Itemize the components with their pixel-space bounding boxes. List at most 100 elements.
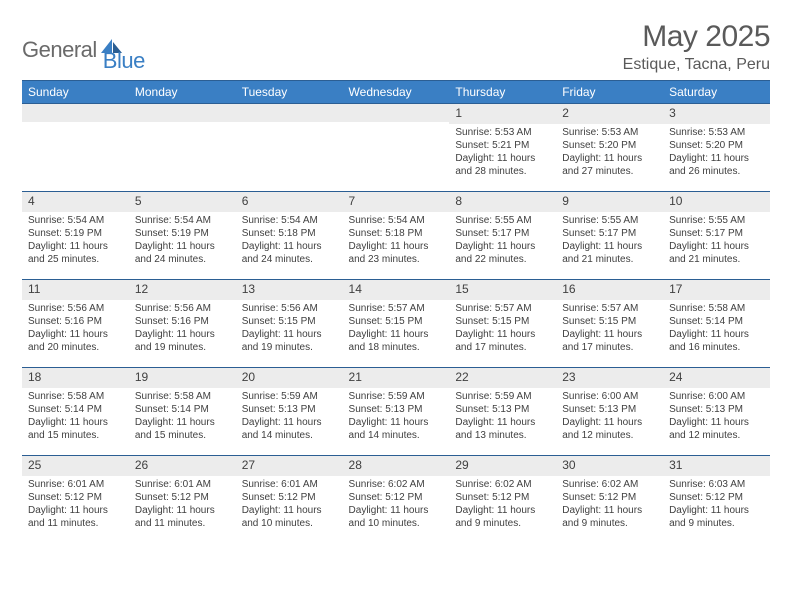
calendar-day-cell: 29Sunrise: 6:02 AMSunset: 5:12 PMDayligh… [449,456,556,544]
calendar-day-cell: 30Sunrise: 6:02 AMSunset: 5:12 PMDayligh… [556,456,663,544]
month-title: May 2025 [623,20,770,54]
page-header: General Blue May 2025 Estique, Tacna, Pe… [22,20,770,74]
day-number: 16 [556,280,663,300]
calendar-day-cell: 14Sunrise: 5:57 AMSunset: 5:15 PMDayligh… [343,280,450,368]
calendar-day-cell: 25Sunrise: 6:01 AMSunset: 5:12 PMDayligh… [22,456,129,544]
day-number: 22 [449,368,556,388]
brand-logo: General Blue [22,26,145,74]
day-number: 21 [343,368,450,388]
day-details: Sunrise: 5:53 AMSunset: 5:20 PMDaylight:… [663,124,770,182]
day-number: 23 [556,368,663,388]
day-details: Sunrise: 5:59 AMSunset: 5:13 PMDaylight:… [449,388,556,446]
day-number: 29 [449,456,556,476]
calendar-day-cell: 23Sunrise: 6:00 AMSunset: 5:13 PMDayligh… [556,368,663,456]
day-number: 10 [663,192,770,212]
day-details: Sunrise: 5:56 AMSunset: 5:15 PMDaylight:… [236,300,343,358]
day-details: Sunrise: 5:53 AMSunset: 5:21 PMDaylight:… [449,124,556,182]
empty-day-num [22,104,129,122]
calendar-day-cell: 17Sunrise: 5:58 AMSunset: 5:14 PMDayligh… [663,280,770,368]
weekday-header: Monday [129,81,236,104]
calendar-day-cell: 26Sunrise: 6:01 AMSunset: 5:12 PMDayligh… [129,456,236,544]
day-details: Sunrise: 6:01 AMSunset: 5:12 PMDaylight:… [22,476,129,534]
calendar-day-cell: 20Sunrise: 5:59 AMSunset: 5:13 PMDayligh… [236,368,343,456]
calendar-day-cell: 7Sunrise: 5:54 AMSunset: 5:18 PMDaylight… [343,192,450,280]
day-number: 13 [236,280,343,300]
calendar-day-cell: 27Sunrise: 6:01 AMSunset: 5:12 PMDayligh… [236,456,343,544]
weekday-row: SundayMondayTuesdayWednesdayThursdayFrid… [22,81,770,104]
calendar-week-row: 25Sunrise: 6:01 AMSunset: 5:12 PMDayligh… [22,456,770,544]
day-number: 20 [236,368,343,388]
weekday-header: Sunday [22,81,129,104]
day-number: 25 [22,456,129,476]
day-details: Sunrise: 6:03 AMSunset: 5:12 PMDaylight:… [663,476,770,534]
day-details: Sunrise: 5:55 AMSunset: 5:17 PMDaylight:… [556,212,663,270]
calendar-day-cell: 12Sunrise: 5:56 AMSunset: 5:16 PMDayligh… [129,280,236,368]
day-number: 18 [22,368,129,388]
day-number: 14 [343,280,450,300]
calendar-day-cell: 3Sunrise: 5:53 AMSunset: 5:20 PMDaylight… [663,104,770,192]
calendar-day-cell [22,104,129,192]
day-details: Sunrise: 5:56 AMSunset: 5:16 PMDaylight:… [22,300,129,358]
calendar-week-row: 1Sunrise: 5:53 AMSunset: 5:21 PMDaylight… [22,104,770,192]
calendar-day-cell: 8Sunrise: 5:55 AMSunset: 5:17 PMDaylight… [449,192,556,280]
calendar-day-cell: 21Sunrise: 5:59 AMSunset: 5:13 PMDayligh… [343,368,450,456]
day-number: 24 [663,368,770,388]
day-details: Sunrise: 5:57 AMSunset: 5:15 PMDaylight:… [556,300,663,358]
day-details: Sunrise: 5:58 AMSunset: 5:14 PMDaylight:… [22,388,129,446]
day-details: Sunrise: 5:56 AMSunset: 5:16 PMDaylight:… [129,300,236,358]
calendar-day-cell: 10Sunrise: 5:55 AMSunset: 5:17 PMDayligh… [663,192,770,280]
calendar-day-cell: 5Sunrise: 5:54 AMSunset: 5:19 PMDaylight… [129,192,236,280]
calendar-day-cell: 13Sunrise: 5:56 AMSunset: 5:15 PMDayligh… [236,280,343,368]
calendar-day-cell: 28Sunrise: 6:02 AMSunset: 5:12 PMDayligh… [343,456,450,544]
weekday-header: Saturday [663,81,770,104]
day-details: Sunrise: 5:59 AMSunset: 5:13 PMDaylight:… [343,388,450,446]
day-details: Sunrise: 5:54 AMSunset: 5:18 PMDaylight:… [343,212,450,270]
day-number: 28 [343,456,450,476]
calendar-day-cell: 11Sunrise: 5:56 AMSunset: 5:16 PMDayligh… [22,280,129,368]
empty-day-num [236,104,343,122]
day-number: 15 [449,280,556,300]
calendar-table: SundayMondayTuesdayWednesdayThursdayFrid… [22,80,770,544]
day-details: Sunrise: 6:02 AMSunset: 5:12 PMDaylight:… [556,476,663,534]
brand-text-a: General [22,37,97,63]
calendar-day-cell: 2Sunrise: 5:53 AMSunset: 5:20 PMDaylight… [556,104,663,192]
day-number: 8 [449,192,556,212]
day-number: 31 [663,456,770,476]
day-details: Sunrise: 5:55 AMSunset: 5:17 PMDaylight:… [663,212,770,270]
calendar-page: General Blue May 2025 Estique, Tacna, Pe… [0,0,792,544]
calendar-head: SundayMondayTuesdayWednesdayThursdayFrid… [22,81,770,104]
day-number: 4 [22,192,129,212]
calendar-day-cell [236,104,343,192]
day-number: 11 [22,280,129,300]
calendar-day-cell: 4Sunrise: 5:54 AMSunset: 5:19 PMDaylight… [22,192,129,280]
day-number: 19 [129,368,236,388]
day-details: Sunrise: 5:54 AMSunset: 5:19 PMDaylight:… [129,212,236,270]
day-details: Sunrise: 5:58 AMSunset: 5:14 PMDaylight:… [663,300,770,358]
calendar-day-cell [129,104,236,192]
day-details: Sunrise: 5:53 AMSunset: 5:20 PMDaylight:… [556,124,663,182]
calendar-day-cell: 9Sunrise: 5:55 AMSunset: 5:17 PMDaylight… [556,192,663,280]
brand-text-b: Blue [103,48,145,74]
empty-day-num [129,104,236,122]
calendar-day-cell: 31Sunrise: 6:03 AMSunset: 5:12 PMDayligh… [663,456,770,544]
day-number: 17 [663,280,770,300]
day-number: 2 [556,104,663,124]
day-details: Sunrise: 5:57 AMSunset: 5:15 PMDaylight:… [449,300,556,358]
calendar-week-row: 18Sunrise: 5:58 AMSunset: 5:14 PMDayligh… [22,368,770,456]
calendar-week-row: 11Sunrise: 5:56 AMSunset: 5:16 PMDayligh… [22,280,770,368]
day-number: 6 [236,192,343,212]
calendar-day-cell: 15Sunrise: 5:57 AMSunset: 5:15 PMDayligh… [449,280,556,368]
empty-day-num [343,104,450,122]
calendar-day-cell: 22Sunrise: 5:59 AMSunset: 5:13 PMDayligh… [449,368,556,456]
weekday-header: Friday [556,81,663,104]
weekday-header: Thursday [449,81,556,104]
calendar-week-row: 4Sunrise: 5:54 AMSunset: 5:19 PMDaylight… [22,192,770,280]
day-number: 27 [236,456,343,476]
day-details: Sunrise: 6:00 AMSunset: 5:13 PMDaylight:… [556,388,663,446]
day-details: Sunrise: 5:55 AMSunset: 5:17 PMDaylight:… [449,212,556,270]
day-details: Sunrise: 5:54 AMSunset: 5:19 PMDaylight:… [22,212,129,270]
weekday-header: Wednesday [343,81,450,104]
day-details: Sunrise: 6:02 AMSunset: 5:12 PMDaylight:… [449,476,556,534]
day-number: 1 [449,104,556,124]
calendar-day-cell: 1Sunrise: 5:53 AMSunset: 5:21 PMDaylight… [449,104,556,192]
